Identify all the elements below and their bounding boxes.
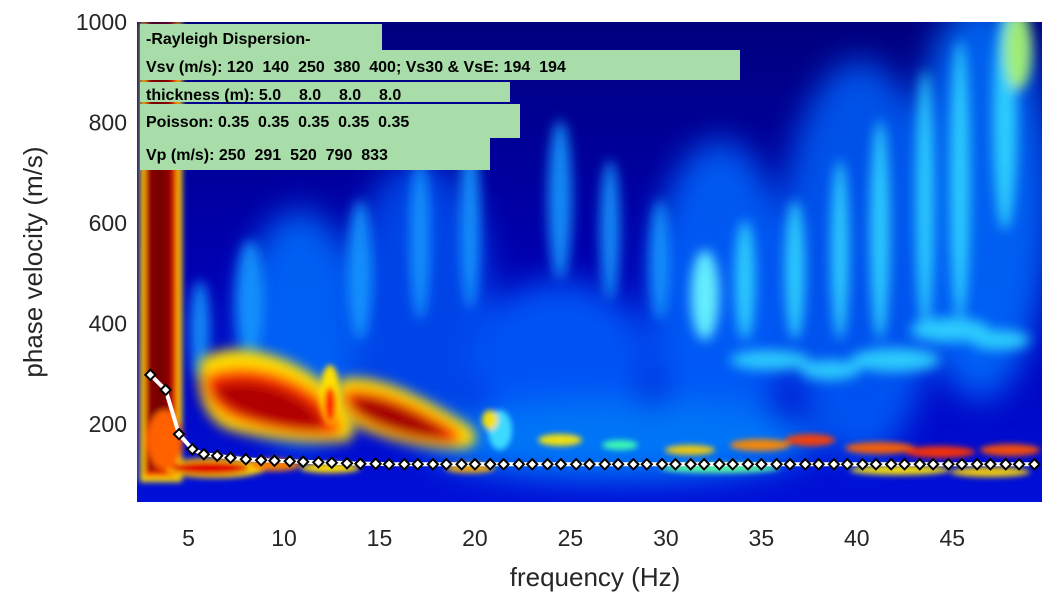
dispersion-curve-marker (955, 457, 969, 471)
dispersion-curve-marker (239, 452, 253, 466)
info-box-vp: Vp (m/s): 250 291 520 790 833 (146, 147, 388, 164)
dispersion-curve-marker (884, 457, 898, 471)
x-tick-label: 45 (939, 525, 965, 551)
dispersion-curve-marker (512, 457, 526, 471)
x-axis-label: frequency (Hz) (510, 562, 681, 592)
dispersion-curve-marker (426, 457, 440, 471)
dispersion-curve-marker (827, 457, 841, 471)
info-box-vp-bg (140, 138, 490, 170)
x-tick-label: 30 (653, 525, 679, 551)
dispersion-curve-marker (898, 457, 912, 471)
dispersion-curve-marker (970, 457, 984, 471)
dispersion-curve-marker (296, 455, 310, 469)
dispersion-curve-marker (999, 457, 1013, 471)
x-tick-label: 40 (844, 525, 870, 551)
x-tick-label: 15 (367, 525, 393, 551)
dispersion-curve-marker (353, 457, 367, 471)
dispersion-curve-marker (668, 457, 682, 471)
dispersion-curve-marker (840, 457, 854, 471)
dispersion-curve-marker (754, 457, 768, 471)
x-tick-label: 5 (182, 525, 195, 551)
dispersion-curve-marker (554, 457, 568, 471)
dispersion-curve-marker (382, 457, 396, 471)
axes: 5 10 15 20 25 30 35 40 45 200 400 600 800 1000 (76, 9, 965, 551)
dispersion-curve-marker (254, 453, 268, 467)
dispersion-curve-marker (770, 457, 784, 471)
dispersion-curve-marker (913, 457, 927, 471)
dispersion-curve-marker (697, 457, 711, 471)
dispersion-curve-marker (726, 457, 740, 471)
x-tick-label: 25 (558, 525, 584, 551)
dispersion-curve-marker (497, 457, 511, 471)
dispersion-curve-marker (325, 456, 339, 470)
info-box-vsv-bg (140, 50, 740, 80)
y-axis-label: phase velocity (m/s) (18, 146, 48, 377)
dispersion-curve-marker (941, 457, 955, 471)
dispersion-curve-marker (185, 442, 199, 456)
dispersion-curve-marker (283, 454, 297, 468)
y-tick-label: 1000 (76, 9, 127, 35)
dispersion-curve-marker (783, 457, 797, 471)
x-tick-label: 35 (749, 525, 775, 551)
dispersion-curve-marker (197, 447, 211, 461)
dispersion-curve-marker (626, 457, 640, 471)
y-tick-label: 200 (89, 411, 127, 437)
dispersion-curve-marker (143, 368, 157, 382)
info-box-thickness: thickness (m): 5.0 8.0 8.0 8.0 (146, 87, 401, 104)
dispersion-curve-marker (684, 457, 698, 471)
dispersion-curve-marker (224, 451, 238, 465)
y-tick-label: 600 (89, 210, 127, 236)
info-box-poisson-bg (140, 104, 520, 138)
dispersion-curve-marker (598, 457, 612, 471)
dispersion-curve-marker (159, 383, 173, 397)
y-tick-label: 800 (89, 110, 127, 136)
dispersion-curve-marker (712, 457, 726, 471)
info-box: -Rayleigh Dispersion- Vsv (m/s): 120 140… (140, 24, 740, 170)
dispersion-curve (143, 368, 1041, 471)
dispersion-curve-marker (1012, 457, 1026, 471)
dispersion-curve-marker (582, 457, 597, 471)
dispersion-curve-marker (340, 456, 354, 470)
info-box-title: -Rayleigh Dispersion- (146, 31, 310, 48)
dispersion-curve-marker (483, 457, 497, 471)
y-tick-label: 400 (89, 311, 127, 337)
dispersion-curve-marker (411, 457, 425, 471)
x-tick-label: 10 (271, 525, 297, 551)
dispersion-curve-marker (468, 457, 482, 471)
info-box-poisson: Poisson: 0.35 0.35 0.35 0.35 0.35 (146, 114, 409, 131)
info-box-vsv: Vsv (m/s): 120 140 250 380 400; Vs30 & V… (146, 59, 566, 76)
dispersion-curve-marker (569, 457, 583, 471)
dispersion-curve-marker (455, 457, 469, 471)
dispersion-curve-marker (655, 457, 669, 471)
dispersion-curve-marker (798, 457, 812, 471)
info-box-title-bg (140, 24, 382, 50)
dispersion-curve-marker (640, 457, 654, 471)
dispersion-curve-marker (741, 457, 755, 471)
dispersion-curve-marker (439, 457, 453, 471)
dispersion-curve-marker (869, 457, 883, 471)
dispersion-curve-marker (311, 455, 325, 469)
dispersion-curve-marker (540, 457, 555, 471)
dispersion-curve-marker (525, 457, 539, 471)
dispersion-curve-marker (369, 457, 383, 471)
dispersion-curve-marker (926, 457, 940, 471)
dispersion-curve-marker (856, 457, 870, 471)
dispersion-curve-marker (397, 457, 411, 471)
dispersion-curve-marker (267, 454, 281, 468)
dispersion-curve-marker (172, 427, 186, 441)
info-box-thickness-bg (140, 82, 510, 102)
x-tick-label: 20 (462, 525, 488, 551)
dispersion-curve-marker (611, 457, 625, 471)
dispersion-curve-marker (983, 457, 997, 471)
dispersion-curve-marker (812, 457, 826, 471)
dispersion-curve-marker (1027, 457, 1041, 471)
dispersion-heatmap (137, 22, 1042, 502)
dispersion-curve-marker (210, 449, 224, 463)
